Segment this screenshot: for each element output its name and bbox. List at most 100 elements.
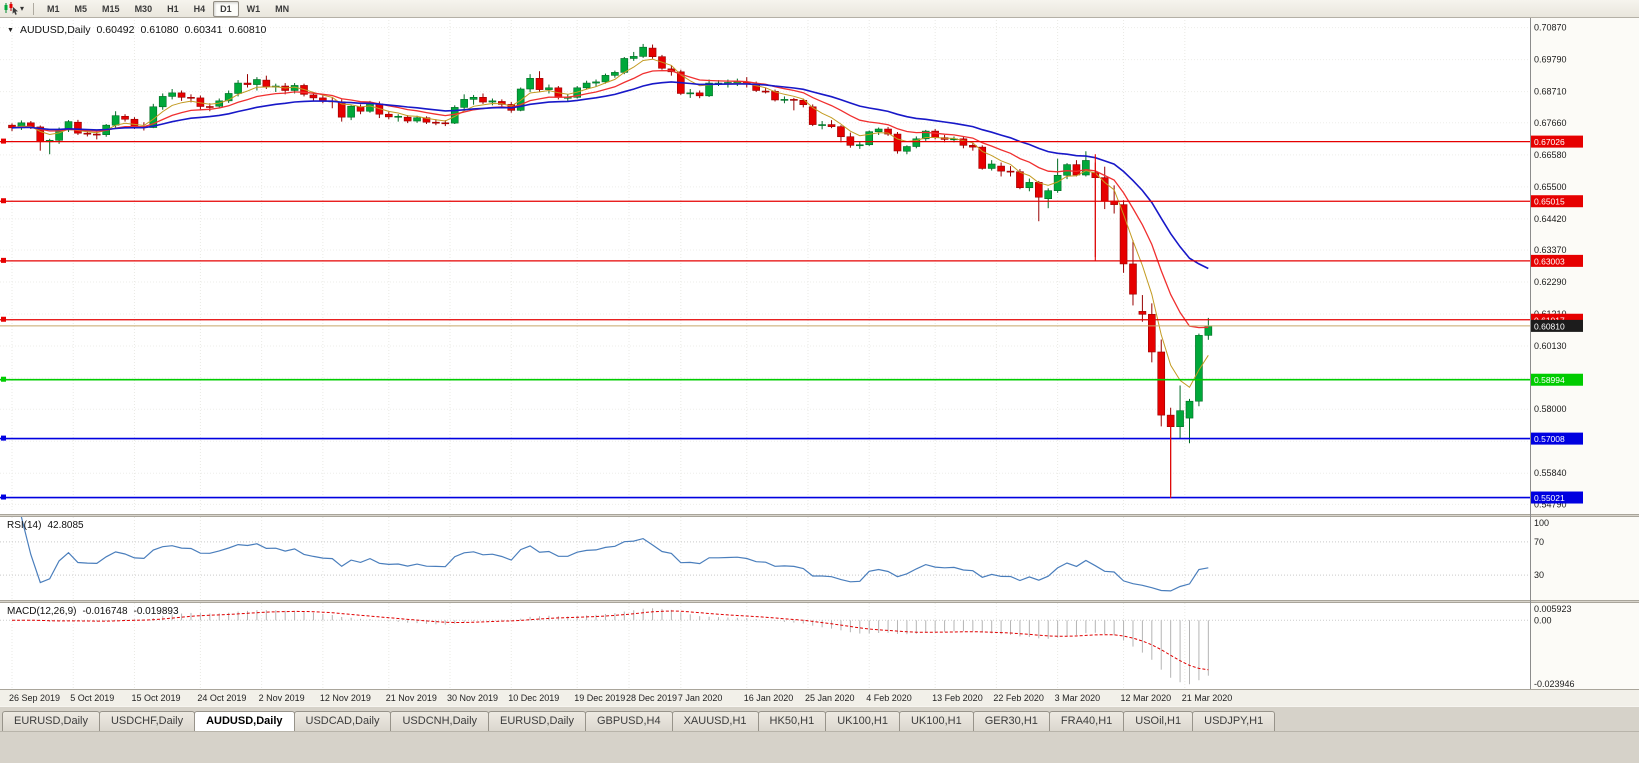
line-anchor-marker	[1, 435, 6, 441]
tf-button-m5[interactable]: M5	[74, 3, 88, 14]
chart-tab-uk100-h1[interactable]: UK100,H1	[825, 711, 900, 731]
toolbar-separator	[33, 2, 35, 15]
price-tick-label: 0.58000	[1534, 404, 1567, 414]
price-tag-label: 0.57008	[1534, 434, 1565, 444]
price-tag	[1531, 373, 1583, 386]
date-tick-label: 22 Feb 2020	[993, 693, 1044, 703]
pane-chrome	[0, 18, 1639, 690]
date-tick-label: 5 Oct 2019	[70, 693, 114, 703]
date-tick-label: 30 Nov 2019	[447, 693, 498, 703]
macd-tick-label: 0.005923	[1534, 604, 1572, 614]
date-axis-strip	[0, 689, 1639, 706]
chart-tab-usdcnh-daily[interactable]: USDCNH,Daily	[390, 711, 490, 731]
pane-separator[interactable]	[0, 600, 1639, 603]
dropdown-caret-icon[interactable]: ▾	[20, 4, 25, 13]
price-tag-label: 0.60810	[1534, 321, 1565, 331]
date-tick-label: 24 Oct 2019	[197, 693, 246, 703]
chart-tab-hk50-h1[interactable]: HK50,H1	[757, 711, 827, 731]
price-tick-label: 0.63370	[1534, 245, 1567, 255]
rsi-tick-label: 30	[1534, 570, 1544, 580]
price-tick-label: 0.60130	[1534, 341, 1567, 351]
line-anchor-marker	[1, 494, 6, 500]
tf-button-m30[interactable]: M30	[134, 3, 153, 14]
price-tag-label: 0.63003	[1534, 256, 1565, 266]
price-axis-column	[1530, 18, 1639, 689]
date-tick-label: 2 Nov 2019	[259, 693, 305, 703]
tf-button-h4[interactable]: H4	[193, 3, 206, 14]
macd-tick-label: 0.00	[1534, 615, 1552, 625]
timeframe-buttons: M1 M5 M15 M30 H1 H4 D1 W1 MN	[40, 0, 296, 17]
tf-button-m15[interactable]: M15	[102, 3, 120, 14]
price-tag	[1531, 319, 1583, 332]
chart-tab-fra40-h1[interactable]: FRA40,H1	[1048, 711, 1125, 731]
date-tick-label: 28 Dec 2019	[626, 693, 677, 703]
price-tag	[1531, 254, 1583, 267]
date-tick-label: 4 Feb 2020	[866, 693, 912, 703]
price-tick-label: 0.68710	[1534, 87, 1567, 97]
date-tick-label: 25 Jan 2020	[805, 693, 855, 703]
price-tick-label: 0.55840	[1534, 468, 1567, 478]
date-tick-label: 16 Jan 2020	[744, 693, 794, 703]
date-tick-label: 10 Dec 2019	[508, 693, 559, 703]
price-tick-label: 0.69790	[1534, 55, 1567, 65]
ma-5-line	[11, 58, 1209, 389]
line-anchor-marker	[1, 376, 6, 382]
ma-12-line	[11, 69, 1209, 329]
price-tick-label: 0.65500	[1534, 182, 1567, 192]
tf-button-w1[interactable]: W1	[246, 3, 261, 14]
rsi-tick-label: 100	[1534, 518, 1549, 528]
price-tag-label: 0.55021	[1534, 493, 1565, 503]
chart-tab-xauusd-h1[interactable]: XAUUSD,H1	[671, 711, 759, 731]
rsi-line	[20, 516, 1209, 592]
timeframe-toolbar: ▾ M1 M5 M15 M30 H1 H4 D1 W1 MN	[0, 0, 1639, 18]
tf-button-m1[interactable]: M1	[47, 3, 60, 14]
date-tick-label: 19 Dec 2019	[574, 693, 625, 703]
price-tag-label: 0.65015	[1534, 197, 1565, 207]
line-anchor-marker	[1, 198, 6, 204]
chart-tab-audusd-daily[interactable]: AUDUSD,Daily	[194, 711, 295, 731]
chart-tab-eurusd-daily[interactable]: EURUSD,Daily	[2, 711, 100, 731]
moving-averages	[11, 58, 1209, 389]
chart-tab-gbpusd-h4[interactable]: GBPUSD,H4	[585, 711, 673, 731]
price-tag	[1531, 432, 1583, 445]
price-tag-label: 0.67026	[1534, 137, 1565, 147]
chart-tab-eurusd-daily[interactable]: EURUSD,Daily	[488, 711, 586, 731]
date-tick-label: 12 Nov 2019	[320, 693, 371, 703]
drawn-objects: 0.670260.650150.630030.610170.589940.570…	[0, 135, 1583, 504]
date-tick-label: 21 Mar 2020	[1182, 693, 1233, 703]
ma-26-line	[11, 81, 1209, 270]
price-tick-label: 0.67660	[1534, 118, 1567, 128]
chart-area: 26 Sep 2019 5 Oct 2019 15 Oct 2019 24 Oct 2…	[0, 18, 1639, 706]
chart-tab-usdjpy-h1[interactable]: USDJPY,H1	[1192, 711, 1276, 731]
line-anchor-marker	[1, 138, 6, 144]
window-filler	[0, 731, 1639, 763]
price-tick-label: 0.62290	[1534, 277, 1567, 287]
candlestick-chart-icon[interactable]	[3, 2, 19, 15]
line-anchor-marker	[1, 257, 6, 263]
date-tick-label: 13 Feb 2020	[932, 693, 983, 703]
tf-button-h1[interactable]: H1	[167, 3, 179, 14]
chart-canvas[interactable]: 26 Sep 2019 5 Oct 2019 15 Oct 2019 24 Oct 2…	[0, 18, 1639, 706]
chart-tabs-bar: EURUSD,Daily USDCHF,Daily AUDUSD,Daily USDC…	[0, 706, 1639, 731]
price-tick-label: 0.64420	[1534, 214, 1567, 224]
chart-tab-usdchf-daily[interactable]: USDCHF,Daily	[98, 711, 196, 731]
date-tick-label: 7 Jan 2020	[678, 693, 723, 703]
date-tick-label: 15 Oct 2019	[131, 693, 180, 703]
date-tick-label: 26 Sep 2019	[9, 693, 60, 703]
chart-tab-usdcad-daily[interactable]: USDCAD,Daily	[293, 711, 392, 731]
price-tag	[1531, 135, 1583, 148]
line-anchor-marker	[1, 316, 6, 322]
chart-tab-uk100-h1[interactable]: UK100,H1	[898, 711, 974, 731]
tf-button-d1[interactable]: D1	[213, 0, 239, 17]
tf-button-mn[interactable]: MN	[275, 3, 290, 14]
chart-tab-usoil-h1[interactable]: USOil,H1	[1123, 711, 1194, 731]
chart-background	[0, 18, 1639, 706]
date-tick-label: 21 Nov 2019	[386, 693, 437, 703]
macd-tick-label: -0.023946	[1534, 679, 1575, 689]
date-tick-label: 12 Mar 2020	[1121, 693, 1172, 703]
price-tick-label: 0.70870	[1534, 23, 1567, 33]
chart-tab-ger30-h1[interactable]: GER30,H1	[972, 711, 1050, 731]
price-tick-label: 0.54790	[1534, 499, 1567, 509]
pane-separator[interactable]	[0, 514, 1639, 517]
